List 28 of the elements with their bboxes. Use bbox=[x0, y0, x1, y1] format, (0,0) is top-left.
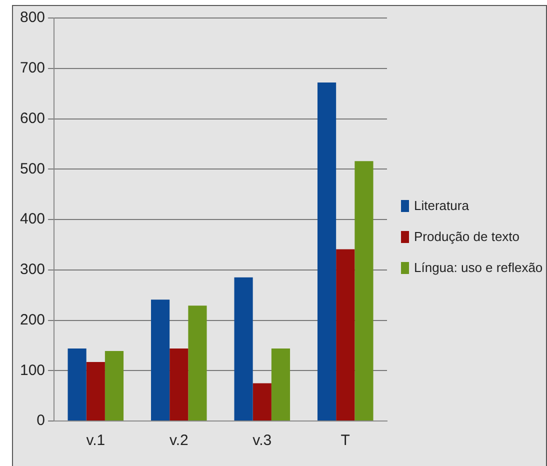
legend-label: Produção de texto bbox=[414, 229, 520, 244]
bar bbox=[86, 362, 105, 420]
bar bbox=[188, 306, 207, 420]
y-tick-label: 300 bbox=[20, 261, 46, 278]
bar bbox=[271, 348, 290, 420]
y-tick-label: 100 bbox=[20, 362, 46, 379]
x-tick-label: T bbox=[340, 432, 350, 450]
bar bbox=[234, 277, 253, 420]
y-tick-label: 400 bbox=[20, 210, 46, 228]
x-tick-label: v.1 bbox=[86, 432, 106, 450]
bar bbox=[104, 350, 124, 420]
y-tick-label: 500 bbox=[20, 160, 46, 178]
bar bbox=[354, 161, 374, 420]
bar bbox=[151, 300, 170, 420]
y-tick-label: 200 bbox=[20, 311, 46, 328]
bar bbox=[252, 383, 272, 420]
x-tick-label: v.2 bbox=[169, 432, 188, 450]
y-tick-label: 600 bbox=[20, 110, 46, 127]
y-tick-label: 800 bbox=[20, 9, 46, 26]
y-tick-label: 0 bbox=[36, 412, 46, 430]
bar bbox=[170, 348, 188, 420]
legend-label: Língua: uso e reflexão bbox=[414, 260, 543, 275]
x-tick-label: v.3 bbox=[252, 432, 272, 450]
y-tick-label: 700 bbox=[20, 60, 46, 77]
bar bbox=[68, 348, 86, 420]
bar bbox=[336, 249, 355, 420]
bar bbox=[317, 82, 336, 420]
legend-label: Literatura bbox=[414, 198, 469, 213]
